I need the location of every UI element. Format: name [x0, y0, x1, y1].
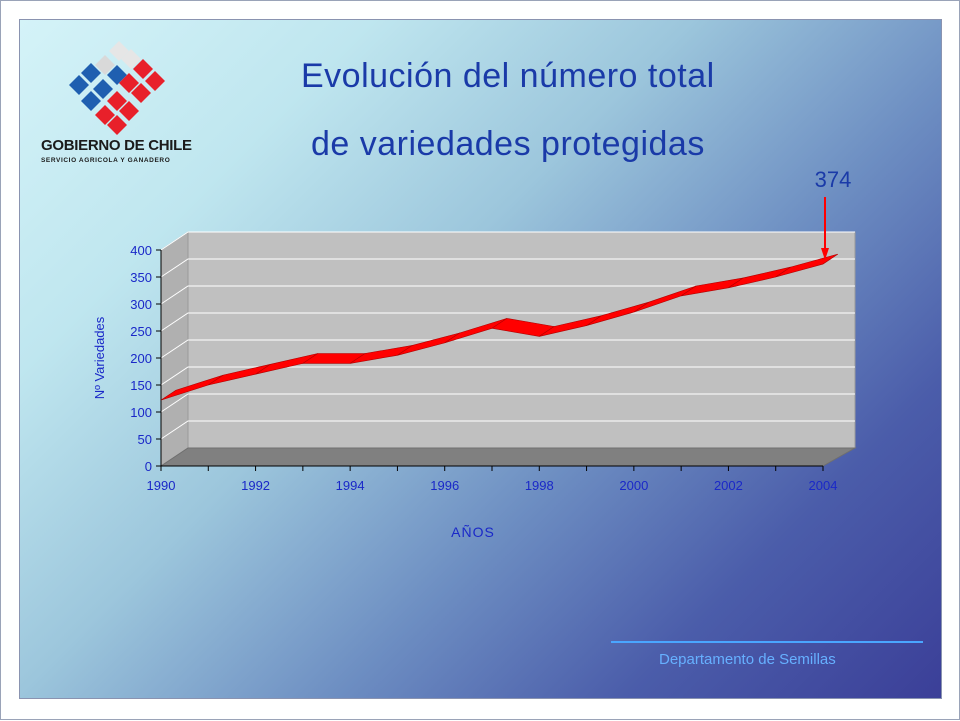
footer-department: Departamento de Semillas [659, 651, 836, 668]
annotation-label: 374 [815, 167, 852, 192]
chart-gridline [160, 366, 855, 386]
chart-gridline [160, 393, 855, 413]
y-tick-label: 250 [130, 324, 152, 339]
x-tick-label: 1996 [430, 478, 459, 493]
logo-name: GOBIERNO DE CHILE [41, 137, 192, 154]
x-tick-label: 2004 [809, 478, 838, 493]
y-tick-label: 300 [130, 297, 152, 312]
chart-gridline [160, 420, 855, 440]
chart-gridline [160, 285, 855, 305]
y-tick-label: 50 [138, 432, 152, 447]
footer-divider [611, 641, 923, 643]
y-axis-title: Nº Variedades [92, 316, 107, 399]
logo-subtitle: SERVICIO AGRICOLA Y GANADERO [41, 157, 171, 164]
chart-gridline [160, 339, 855, 359]
x-tick-label: 2002 [714, 478, 743, 493]
x-tick-label: 1994 [336, 478, 365, 493]
chart-gridline [160, 312, 855, 332]
slide-title-line-1: Evolución del número total [301, 57, 715, 95]
annotation-arrow-head [821, 248, 829, 261]
slide-title-line-2: de variedades protegidas [311, 125, 705, 163]
x-tick-label: 1990 [147, 478, 176, 493]
y-tick-label: 200 [130, 351, 152, 366]
ribbon-segment [775, 253, 839, 278]
y-tick-label: 0 [145, 459, 152, 474]
x-tick-label: 2000 [619, 478, 648, 493]
x-tick-label: 1992 [241, 478, 270, 493]
chart-gridline [160, 231, 855, 251]
chart-gridline [160, 258, 855, 278]
y-tick-label: 400 [130, 243, 152, 258]
logo-diamonds-icon [69, 41, 165, 135]
gobierno-de-chile-logo: GOBIERNO DE CHILE SERVICIO AGRICOLA Y GA… [41, 41, 211, 181]
y-tick-label: 100 [130, 405, 152, 420]
chart-floor [159, 447, 857, 467]
y-tick-label: 150 [130, 378, 152, 393]
y-tick-label: 350 [130, 270, 152, 285]
x-tick-label: 1998 [525, 478, 554, 493]
x-axis-title: AÑOS [451, 524, 495, 540]
